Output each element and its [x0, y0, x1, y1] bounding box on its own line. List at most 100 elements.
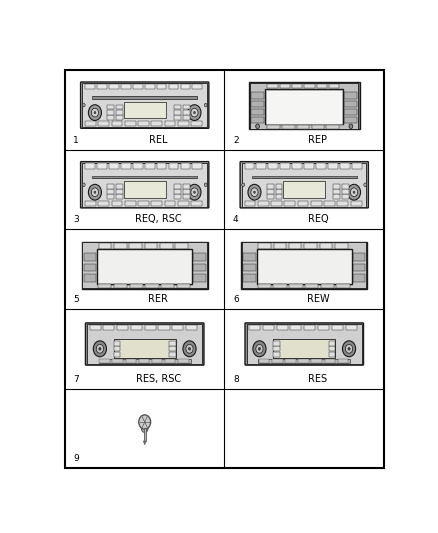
Bar — [183, 110, 190, 115]
Bar — [249, 83, 360, 130]
Circle shape — [94, 111, 96, 114]
Bar — [114, 243, 127, 248]
Circle shape — [256, 344, 263, 353]
Bar — [99, 359, 110, 363]
Bar — [192, 84, 202, 90]
Circle shape — [188, 104, 201, 120]
Circle shape — [364, 183, 367, 187]
Bar — [333, 195, 340, 199]
Circle shape — [88, 184, 102, 200]
Circle shape — [141, 425, 148, 432]
Bar — [109, 163, 119, 169]
Bar — [125, 201, 136, 206]
Bar — [183, 115, 190, 120]
Bar — [98, 284, 111, 288]
Bar — [329, 341, 335, 345]
Bar — [273, 339, 335, 358]
Bar — [126, 359, 136, 363]
Bar — [161, 284, 174, 288]
Bar — [258, 359, 350, 363]
Bar — [107, 104, 114, 109]
Bar — [116, 195, 123, 199]
Bar — [252, 175, 357, 178]
Bar — [85, 122, 96, 126]
Text: REL: REL — [149, 135, 167, 145]
Circle shape — [194, 191, 195, 193]
Bar — [138, 201, 149, 206]
Bar — [180, 84, 191, 90]
Bar — [268, 163, 278, 169]
Bar — [258, 284, 271, 288]
Bar — [192, 163, 202, 169]
Bar — [107, 184, 114, 189]
Circle shape — [343, 341, 356, 357]
Bar — [259, 359, 269, 363]
Bar — [85, 84, 95, 90]
Bar — [114, 352, 120, 357]
Circle shape — [93, 341, 106, 357]
Bar — [175, 243, 188, 248]
Bar — [265, 90, 343, 124]
Text: 6: 6 — [233, 295, 239, 304]
Bar — [333, 189, 340, 194]
Bar — [304, 163, 314, 169]
Bar — [92, 175, 197, 178]
Text: 9: 9 — [74, 454, 79, 463]
Bar — [138, 122, 149, 126]
Bar — [116, 110, 123, 115]
Bar — [133, 84, 142, 90]
Bar — [273, 352, 279, 357]
Circle shape — [258, 348, 261, 350]
Bar — [114, 284, 127, 288]
Bar — [289, 243, 301, 248]
Bar — [267, 195, 274, 199]
Bar — [289, 284, 303, 288]
Bar — [247, 324, 362, 364]
Bar — [344, 92, 357, 99]
Bar — [169, 84, 178, 90]
Bar — [125, 122, 136, 126]
Circle shape — [92, 188, 99, 197]
Bar — [251, 92, 264, 99]
Text: RES, RSC: RES, RSC — [136, 374, 181, 384]
Circle shape — [194, 111, 195, 114]
Bar — [292, 163, 302, 169]
Bar — [152, 201, 162, 206]
Circle shape — [254, 191, 255, 193]
Bar — [249, 325, 260, 330]
Bar — [174, 104, 181, 109]
Bar — [298, 359, 309, 363]
Bar — [116, 104, 123, 109]
Bar — [328, 163, 338, 169]
Circle shape — [88, 104, 102, 120]
Bar — [297, 201, 308, 206]
Bar — [145, 243, 157, 248]
Circle shape — [346, 344, 353, 353]
Circle shape — [94, 191, 96, 193]
Bar — [352, 163, 362, 169]
Bar — [174, 184, 181, 189]
Bar — [174, 110, 181, 115]
Bar — [338, 359, 348, 363]
Circle shape — [204, 183, 207, 187]
Circle shape — [242, 183, 245, 187]
Bar — [250, 83, 358, 129]
Bar — [257, 163, 266, 169]
Bar — [116, 115, 123, 120]
Bar — [285, 359, 296, 363]
Bar — [145, 284, 159, 288]
Bar — [273, 346, 279, 351]
Bar — [243, 264, 256, 271]
Bar — [174, 115, 181, 120]
Circle shape — [248, 184, 261, 200]
Bar — [165, 201, 176, 206]
Bar — [193, 274, 206, 282]
Bar — [169, 163, 178, 169]
Bar — [174, 189, 181, 194]
Bar — [257, 249, 352, 284]
Bar — [332, 325, 343, 330]
Bar — [292, 84, 302, 88]
Circle shape — [183, 341, 196, 357]
Bar — [85, 163, 95, 169]
Bar — [103, 325, 114, 330]
